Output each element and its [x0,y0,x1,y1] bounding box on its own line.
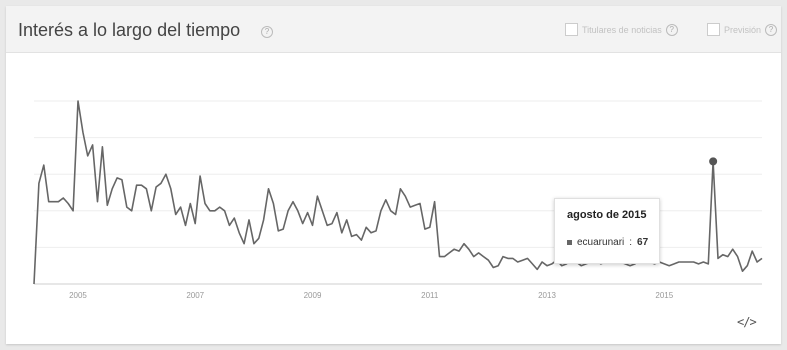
tooltip-row: ecuarunari: 67 [567,237,648,248]
x-tick-label: 2007 [186,291,204,300]
x-axis-ticks: 2005 2007 2009 2011 2013 2015 [69,291,674,300]
tooltip-value: 67 [637,237,649,248]
card-header: Interés a lo largo del tiempo ? Titulare… [6,6,781,53]
forecast-help-icon[interactable]: ? [765,23,778,36]
forecast-label: Previsión [724,24,762,35]
x-tick-label: 2009 [304,291,322,300]
news-headlines-option[interactable]: Titulares de noticias ? [565,23,678,36]
x-tick-label: 2015 [655,291,673,300]
chart-title: Interés a lo largo del tiempo [18,20,241,40]
news-headlines-checkbox[interactable] [565,23,578,36]
news-headlines-label: Titulares de noticias [582,24,662,35]
embed-code-icon[interactable]: </> [737,315,757,329]
tooltip-series-swatch [567,240,572,245]
interest-line-chart[interactable]: 2005 2007 2009 2011 2013 2015 [6,6,781,344]
news-headlines-help-icon[interactable]: ? [665,23,678,36]
tooltip-series-name: ecuarunari [577,237,625,248]
tooltip-title: agosto de 2015 [567,209,647,221]
chart-tooltip: agosto de 2015 ecuarunari: 67 [554,198,660,264]
tooltip-colon: : [629,237,633,248]
x-tick-label: 2011 [421,291,439,300]
forecast-option[interactable]: Previsión ? [707,23,778,36]
interest-over-time-card: Interés a lo largo del tiempo ? Titulare… [6,6,781,344]
highlight-point[interactable] [709,157,718,166]
title-help-icon[interactable]: ? [261,26,273,38]
forecast-checkbox[interactable] [707,23,720,36]
x-tick-label: 2013 [538,291,556,300]
x-tick-label: 2005 [69,291,87,300]
